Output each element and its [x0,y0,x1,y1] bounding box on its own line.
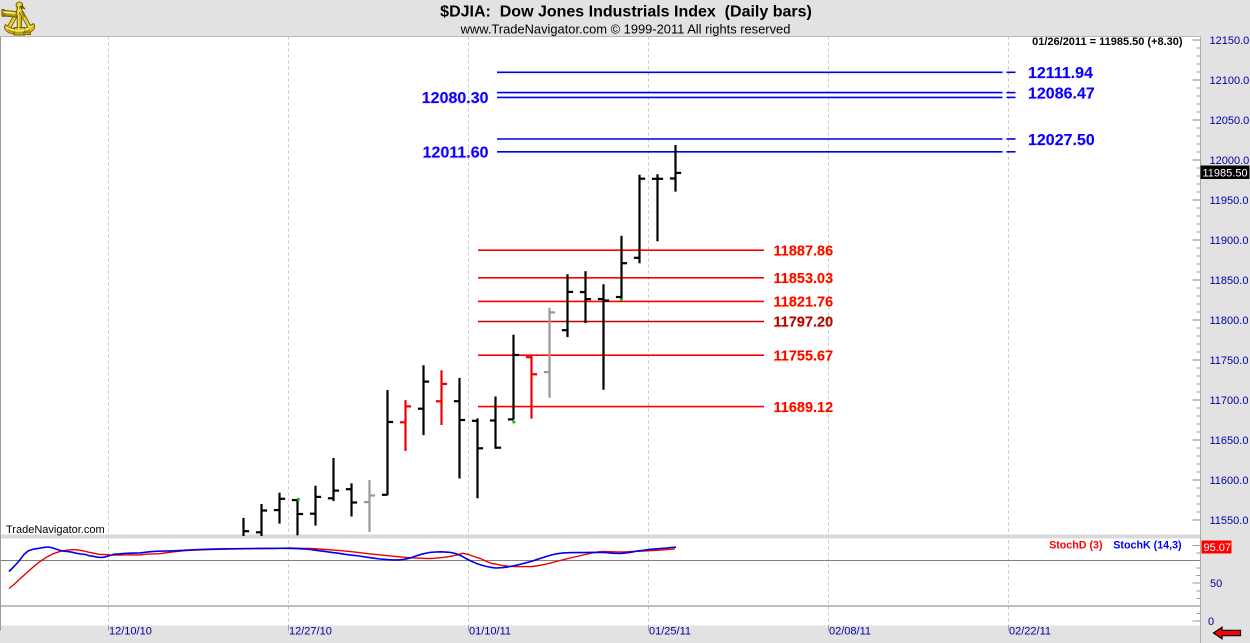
svg-text:12/10/10: 12/10/10 [109,626,152,638]
svg-text:11800.0: 11800.0 [1210,315,1249,327]
svg-text:11550.0: 11550.0 [1210,515,1249,527]
svg-text:12150.0: 12150.0 [1210,35,1250,47]
svg-text:TradeNavigator.com: TradeNavigator.com [6,524,105,536]
svg-text:StochD (3): StochD (3) [1049,539,1103,551]
svg-text:11689.12: 11689.12 [774,400,834,416]
svg-text:11755.67: 11755.67 [774,348,834,364]
svg-text:12027.50: 12027.50 [1028,132,1095,149]
svg-text:11650.0: 11650.0 [1210,435,1249,447]
svg-text:12080.30: 12080.30 [422,90,489,107]
svg-text:11797.20: 11797.20 [774,315,834,331]
svg-text:11985.50: 11985.50 [1203,168,1248,180]
svg-text:02/22/11: 02/22/11 [1009,626,1051,638]
svg-text:01/25/11: 01/25/11 [649,626,691,638]
svg-text:$DJIA: Dow Jones Industrials: $DJIA: Dow Jones Industrials Index (Dail… [440,3,812,20]
svg-text:12/27/10: 12/27/10 [289,626,332,638]
svg-text:12050.0: 12050.0 [1210,115,1250,127]
svg-text:11900.0: 11900.0 [1210,235,1249,247]
svg-text:11950.0: 11950.0 [1210,195,1249,207]
svg-text:50: 50 [1210,578,1222,590]
svg-text:12100.0: 12100.0 [1210,75,1250,87]
svg-text:StochK (14,3): StochK (14,3) [1113,539,1182,551]
svg-text:95.07: 95.07 [1204,542,1232,554]
svg-text:12111.94: 12111.94 [1028,65,1093,82]
svg-text:11700.0: 11700.0 [1210,395,1249,407]
svg-text:12000.0: 12000.0 [1210,155,1250,167]
svg-text:12086.47: 12086.47 [1028,85,1095,102]
svg-text:www.TradeNavigator.com © 1999-: www.TradeNavigator.com © 1999-2011 All r… [460,22,791,37]
svg-text:01/26/2011 = 11985.50 (+8.30): 01/26/2011 = 11985.50 (+8.30) [1032,36,1183,48]
svg-text:11853.03: 11853.03 [774,271,834,287]
svg-text:11821.76: 11821.76 [774,295,834,311]
svg-text:0: 0 [1208,616,1214,628]
svg-text:11750.0: 11750.0 [1210,355,1249,367]
svg-text:01/10/11: 01/10/11 [469,626,511,638]
svg-text:12011.60: 12011.60 [423,145,489,162]
svg-text:11887.86: 11887.86 [774,243,834,259]
svg-text:11850.0: 11850.0 [1210,275,1249,287]
svg-text:02/08/11: 02/08/11 [829,626,871,638]
svg-text:11600.0: 11600.0 [1210,475,1249,487]
